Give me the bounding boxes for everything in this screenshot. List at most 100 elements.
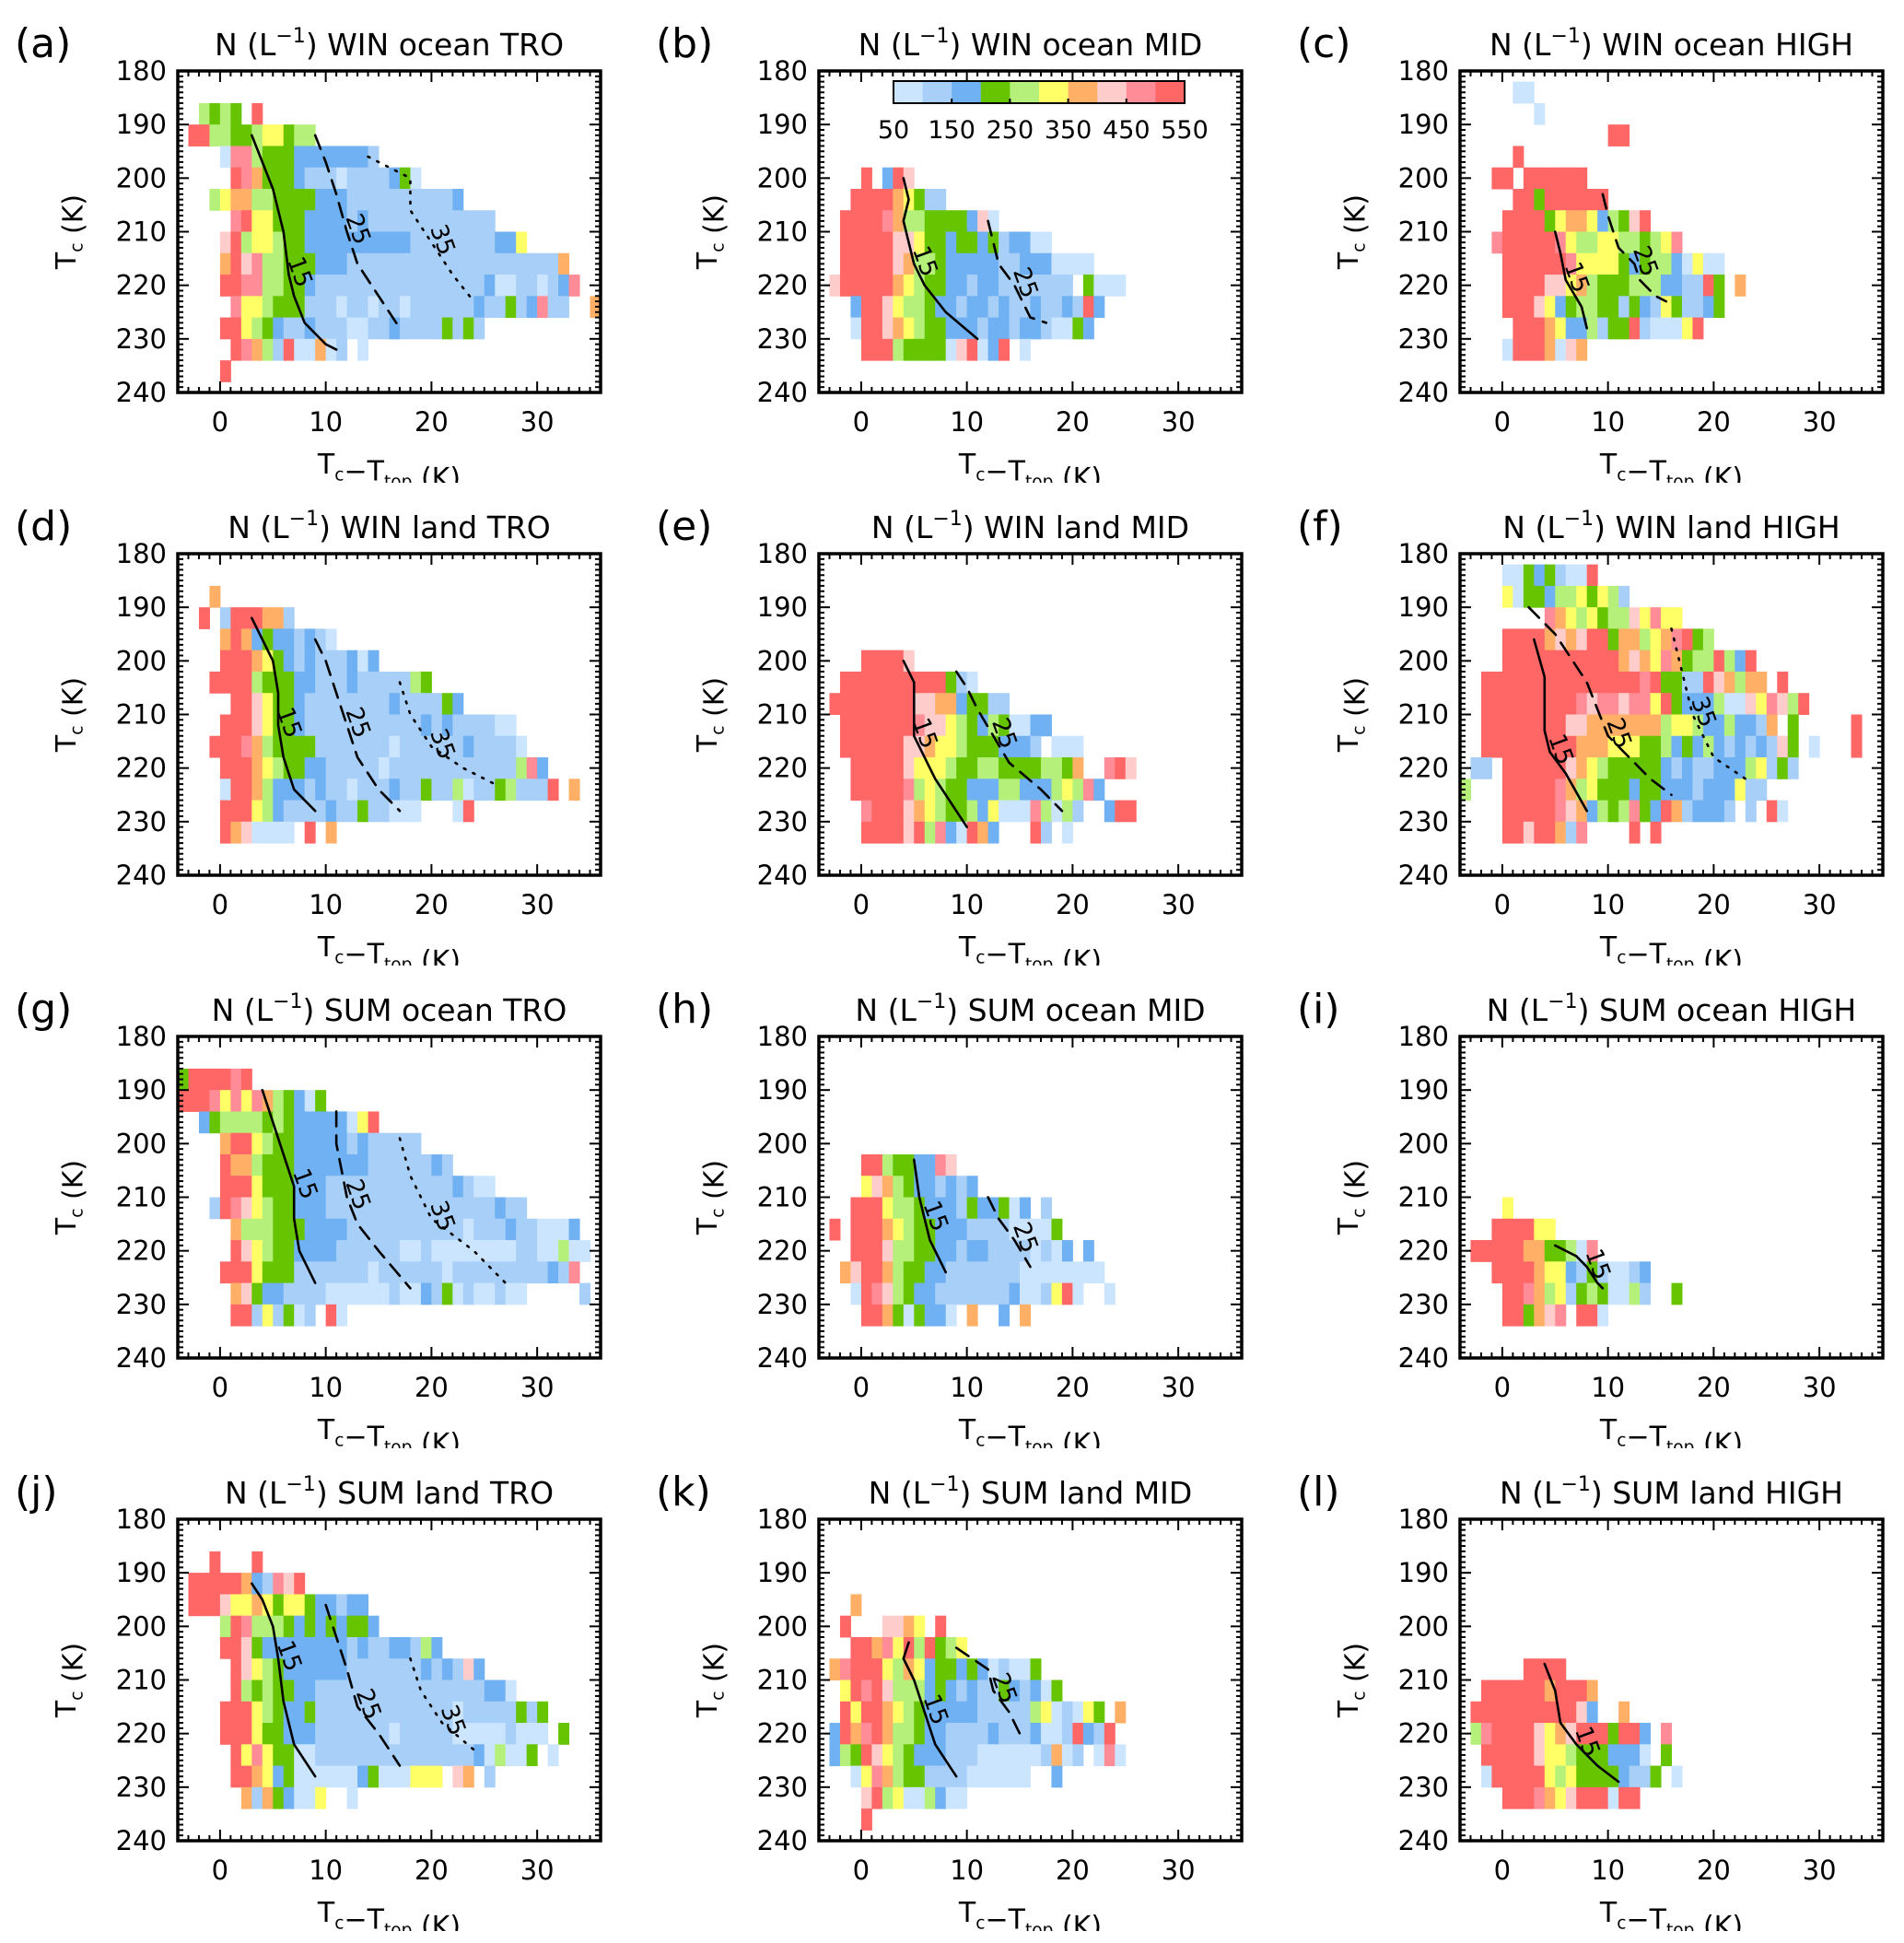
- heatmap-cell: [1544, 317, 1556, 340]
- contour-line-15: [251, 134, 338, 351]
- heatmap-cell: [1565, 1261, 1577, 1284]
- heatmap-cell: [914, 1197, 926, 1220]
- heatmap-cell: [893, 800, 905, 823]
- label-subscript: c: [975, 949, 985, 966]
- heatmap-cell: [860, 1765, 872, 1788]
- heatmap-cell: [495, 296, 507, 319]
- y-tick-label: 190: [1398, 591, 1449, 623]
- heatmap-cell: [945, 735, 957, 758]
- heatmap-cell: [1072, 317, 1084, 340]
- heatmap-cell: [420, 296, 432, 319]
- heatmap-cell: [379, 317, 390, 340]
- title-superscript: −1: [273, 990, 302, 1013]
- heatmap-cell: [420, 1680, 432, 1703]
- heatmap-cell: [1534, 714, 1546, 737]
- heatmap-cell: [1040, 800, 1052, 823]
- heatmap-cell: [1618, 210, 1630, 232]
- heatmap-cell: [1618, 671, 1630, 694]
- heatmap-cell: [294, 167, 306, 190]
- heatmap-cell: [336, 1261, 348, 1284]
- heatmap-cell: [547, 252, 559, 275]
- heatmap-cell: [977, 1723, 989, 1745]
- heatmap-cell: [977, 1240, 989, 1262]
- heatmap-cell: [1523, 650, 1535, 673]
- heatmap-cell: [903, 693, 915, 715]
- heatmap-cell: [956, 1680, 968, 1703]
- label-part: T: [1599, 931, 1618, 964]
- heatmap-cell: [935, 735, 947, 758]
- heatmap-cell: [315, 1240, 327, 1262]
- contour-line-15: [902, 660, 968, 828]
- heatmap-cell: [304, 146, 316, 169]
- heatmap-cell: [1040, 714, 1052, 737]
- heatmap-cell: [336, 1658, 348, 1680]
- axis-ticks: [177, 1036, 602, 1359]
- heatmap-cell: [893, 1153, 905, 1176]
- heatmap-cell: [346, 275, 358, 297]
- heatmap-cell: [230, 1090, 242, 1112]
- heatmap-cell: [441, 252, 453, 275]
- heatmap-cell: [1618, 275, 1630, 297]
- heatmap-cell: [389, 231, 401, 254]
- panel-d: (d) N (L−1) WIN land TRO 15 25 35 0 10 20 30 180 1…: [0, 483, 641, 966]
- heatmap-cell: [441, 1658, 453, 1680]
- heatmap-cell: [526, 296, 538, 319]
- y-tick-label: 200: [757, 1128, 808, 1159]
- heatmap-cell: [336, 1701, 348, 1724]
- heatmap-cell: [945, 1261, 957, 1284]
- heatmap-cell: [230, 1240, 242, 1262]
- heatmap-cell: [1040, 317, 1052, 340]
- heatmap-cell: [315, 252, 327, 275]
- heatmap-cell: [977, 210, 989, 232]
- heatmap-cell: [325, 252, 337, 275]
- heatmap-cell: [1513, 693, 1524, 715]
- heatmap-cell: [379, 671, 390, 694]
- heatmap-cell: [273, 317, 285, 340]
- x-tick-label: 0: [853, 1855, 870, 1886]
- heatmap-cell: [526, 757, 538, 779]
- heatmap-cell: [1555, 1282, 1567, 1305]
- heatmap-cell: [1523, 210, 1535, 232]
- panel-title: N (L−1) SUM ocean TRO: [212, 990, 567, 1028]
- heatmap-cell: [839, 275, 851, 297]
- heatmap-cell: [1555, 231, 1567, 254]
- heatmap-cell: [240, 1218, 252, 1241]
- heatmap-cell: [1565, 188, 1577, 211]
- heatmap-cell: [871, 1240, 883, 1262]
- heatmap-cell: [1480, 735, 1492, 758]
- heatmap-cell: [839, 210, 851, 232]
- colorbar-swatch: [1039, 81, 1069, 103]
- heatmap-cell: [987, 338, 999, 361]
- axis-ticks: [818, 553, 1243, 876]
- heatmap-cells: [188, 1551, 570, 1809]
- heatmap-cell: [379, 1218, 390, 1241]
- heatmap-cell: [1586, 296, 1598, 319]
- heatmap-cell: [1544, 693, 1556, 715]
- heatmap-cell: [251, 1701, 263, 1724]
- heatmap-cell: [1093, 1723, 1105, 1745]
- heatmap-cell: [389, 188, 401, 211]
- heatmap-cell: [304, 650, 316, 673]
- heatmap-cell: [1020, 1282, 1031, 1305]
- heatmap-cell: [1681, 296, 1693, 319]
- label-part: T: [1599, 449, 1618, 481]
- heatmap-cell: [1491, 1765, 1503, 1788]
- heatmap-cell: [262, 1744, 274, 1767]
- heatmap-cell: [1104, 275, 1116, 297]
- heatmap-cell: [1470, 757, 1482, 779]
- y-tick-label: 230: [757, 323, 808, 355]
- heatmap-cell: [505, 714, 517, 737]
- heatmap-cell: [304, 1090, 316, 1112]
- heatmap-cell: [389, 1218, 401, 1241]
- label-part: (K): [1694, 1428, 1743, 1448]
- heatmap-cell: [1597, 317, 1609, 340]
- heatmap-cell: [977, 296, 989, 319]
- heatmap-cell: [1513, 778, 1524, 802]
- heatmap-cell: [1051, 252, 1063, 275]
- heatmap-cell: [283, 650, 295, 673]
- heatmap-cell: [914, 1615, 926, 1638]
- heatmap-cell: [441, 714, 453, 737]
- heatmap-cell: [1523, 1304, 1535, 1327]
- heatmap-cell: [1030, 231, 1042, 254]
